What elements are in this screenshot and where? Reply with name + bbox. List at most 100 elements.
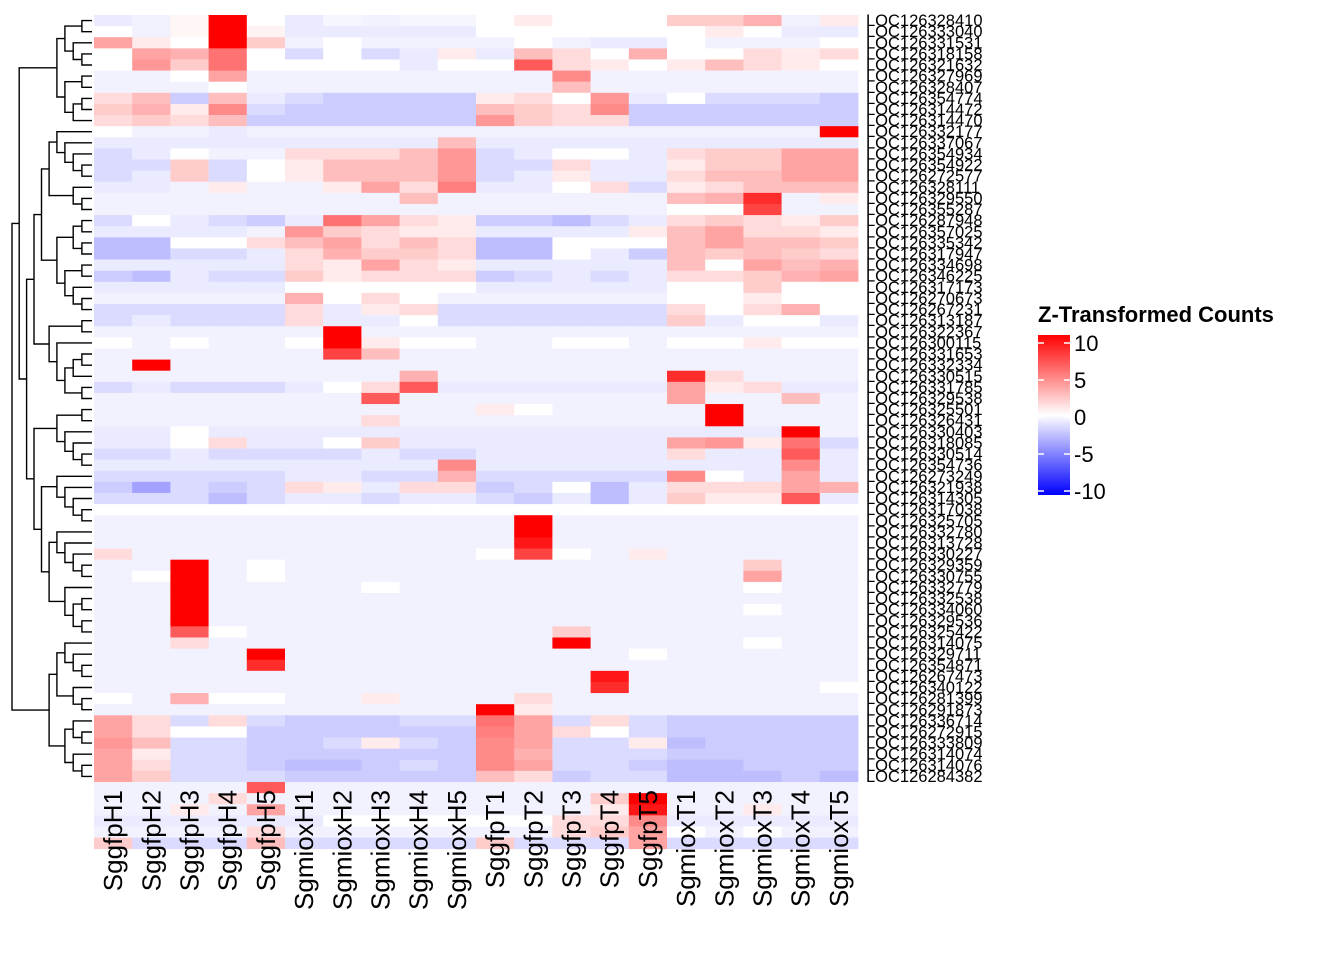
row-label: LOC126354871 xyxy=(866,657,983,675)
legend-title: Z-Transformed Counts xyxy=(1038,302,1274,327)
heatmap-cell xyxy=(781,570,821,583)
heatmap-cell xyxy=(399,437,439,449)
heatmap-cell xyxy=(514,715,553,727)
heatmap-cell xyxy=(628,270,668,283)
heatmap-cell xyxy=(170,459,209,472)
heatmap-cell xyxy=(628,715,668,727)
heatmap-cell xyxy=(170,237,209,249)
heatmap-cell xyxy=(323,748,362,761)
heatmap-cell xyxy=(132,559,171,572)
heatmap-cell xyxy=(361,92,400,105)
heatmap-cell xyxy=(170,826,209,838)
heatmap-cell xyxy=(323,203,362,216)
heatmap-cell xyxy=(170,15,209,27)
dendrogram-branch xyxy=(81,97,92,111)
heatmap-cell xyxy=(361,392,400,405)
dendrogram-branch xyxy=(81,620,92,633)
heatmap-cell xyxy=(628,681,668,694)
heatmap-cell xyxy=(246,170,286,183)
heatmap-cell xyxy=(285,581,324,594)
heatmap-cell xyxy=(819,459,859,472)
heatmap-cell xyxy=(361,681,400,694)
heatmap-cell xyxy=(590,37,630,49)
heatmap-cell xyxy=(590,548,630,561)
heatmap-cell xyxy=(285,192,324,205)
heatmap-cell xyxy=(437,559,477,572)
heatmap-cell xyxy=(285,70,324,83)
dendrogram-branch xyxy=(64,142,92,163)
heatmap-cell xyxy=(437,581,477,594)
heatmap-cell xyxy=(208,259,248,272)
heatmap-cell xyxy=(361,548,400,561)
heatmap-cell xyxy=(132,537,171,549)
heatmap-cell xyxy=(514,237,553,249)
heatmap-cell xyxy=(514,626,553,638)
heatmap-cell xyxy=(628,492,668,505)
heatmap-cell xyxy=(208,37,248,49)
heatmap-cell xyxy=(552,215,591,227)
heatmap-cell xyxy=(552,515,591,527)
heatmap-cell xyxy=(285,59,324,71)
heatmap-cell xyxy=(590,92,630,105)
heatmap-cell xyxy=(705,292,744,305)
row-label: LOC126354934 xyxy=(866,145,983,163)
heatmap-cell xyxy=(246,404,286,416)
heatmap-cell xyxy=(361,537,400,549)
heatmap-cell xyxy=(94,426,133,438)
column-label: SggfpH3 xyxy=(175,790,205,891)
row-label: LOC126317173 xyxy=(866,279,983,297)
heatmap-cell xyxy=(285,115,324,127)
dendrogram-branch xyxy=(81,509,92,522)
heatmap-cell xyxy=(361,26,400,38)
dendrogram-branch xyxy=(81,75,92,88)
heatmap-cell xyxy=(743,481,782,494)
heatmap-cell xyxy=(705,459,744,472)
heatmap-cell xyxy=(361,748,400,761)
heatmap-cell xyxy=(819,593,859,605)
heatmap-cell xyxy=(323,215,362,227)
heatmap-cell xyxy=(819,492,859,505)
heatmap-cell xyxy=(132,70,171,83)
heatmap-cell xyxy=(819,381,859,394)
heatmap-cell xyxy=(781,337,821,349)
heatmap-cell xyxy=(170,504,209,516)
heatmap-cell xyxy=(361,570,400,583)
heatmap-cell xyxy=(705,159,744,172)
heatmap-cell xyxy=(208,415,248,427)
heatmap-cell xyxy=(246,59,286,71)
heatmap-cell xyxy=(781,537,821,549)
heatmap-cell xyxy=(132,782,171,794)
heatmap-cell xyxy=(323,370,362,383)
heatmap-cell xyxy=(132,593,171,605)
heatmap-cell xyxy=(743,392,782,405)
heatmap-cell xyxy=(590,215,630,227)
heatmap-cell xyxy=(705,426,744,438)
heatmap-cell xyxy=(94,203,133,216)
heatmap-cell xyxy=(514,515,553,527)
heatmap-cell xyxy=(667,593,706,605)
heatmap-cell xyxy=(590,759,630,772)
heatmap-cell xyxy=(323,604,362,616)
heatmap-cell xyxy=(705,515,744,527)
heatmap-cell xyxy=(399,259,439,272)
heatmap-cell xyxy=(667,170,706,183)
heatmap-cell xyxy=(819,248,859,260)
heatmap-cell xyxy=(514,504,553,516)
heatmap-cell xyxy=(476,726,515,738)
heatmap-cell xyxy=(476,526,515,538)
heatmap-cell xyxy=(399,415,439,427)
dendrogram-branch xyxy=(64,486,92,508)
heatmap-cell xyxy=(361,37,400,49)
heatmap-cell xyxy=(781,392,821,405)
heatmap-cell xyxy=(170,581,209,594)
heatmap-cell xyxy=(132,515,171,527)
heatmap-cell xyxy=(819,115,859,127)
heatmap-cell xyxy=(246,26,286,38)
heatmap-cell xyxy=(361,437,400,449)
heatmap-cell xyxy=(743,281,782,294)
heatmap-cell xyxy=(399,381,439,394)
heatmap-cell xyxy=(552,559,591,572)
row-label: LOC126329550 xyxy=(866,190,983,208)
heatmap-cell xyxy=(590,837,630,850)
